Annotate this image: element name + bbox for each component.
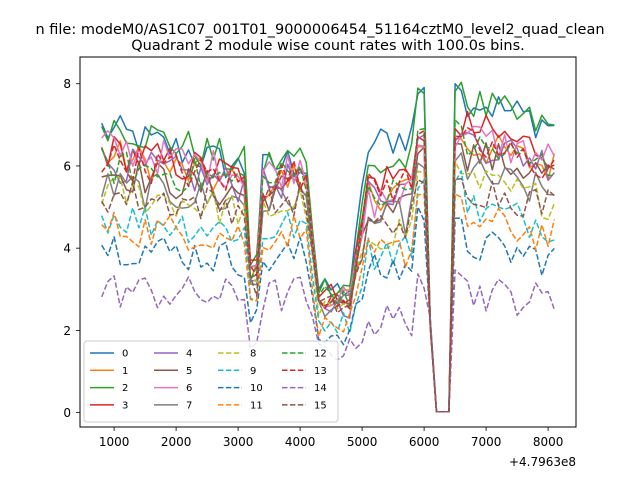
x-tick-label: 7000 [471,435,502,449]
legend-box [83,340,339,423]
y-tick-label: 0 [63,406,71,420]
series-line-13 [101,127,555,413]
legend-label-9: 9 [250,366,256,377]
series-line-8 [100,160,555,413]
legend-label-13: 13 [314,366,327,377]
y-tick-label: 2 [63,324,71,338]
legend-label-10: 10 [250,383,263,394]
series-line-14 [101,269,556,413]
series-line-10 [101,206,555,413]
x-tick-label: 4000 [285,435,316,449]
series-line-0 [101,83,555,413]
series-line-6 [101,125,555,413]
legend-label-11: 11 [250,400,263,411]
legend-label-3: 3 [122,400,128,411]
legend-label-14: 14 [314,383,327,394]
legend-label-0: 0 [122,349,128,360]
axis-ticks: 1000 2000 3000 4000 5000 6000 7000 8000 0 2 4 6 8 [63,77,563,449]
series-lines [100,81,556,413]
legend-label-5: 5 [186,366,192,377]
series-line-11 [101,193,556,413]
figure-suptitle: n file: modeM0/AS1C07_001T01_9000006454_… [35,22,604,38]
x-tick-label: 5000 [347,435,378,449]
series-line-3 [100,110,555,413]
legend-label-12: 12 [314,349,327,360]
series-line-15 [101,177,555,413]
y-tick-label: 8 [63,77,71,91]
x-tick-label: 1000 [99,435,130,449]
legend-label-2: 2 [122,383,128,394]
legend-label-6: 6 [186,383,192,394]
legend-label-15: 15 [314,400,327,411]
x-tick-label: 6000 [409,435,440,449]
chart-title: Quadrant 2 module wise count rates with … [131,38,525,54]
x-offset-label: +4.7963e8 [509,455,576,469]
y-tick-label: 6 [63,159,71,173]
x-tick-label: 3000 [223,435,254,449]
y-tick-label: 4 [63,242,71,256]
legend-label-8: 8 [250,349,256,360]
legend-label-4: 4 [186,349,192,360]
legend-label-7: 7 [186,400,192,411]
series-line-7 [100,152,555,413]
legend-label-1: 1 [122,366,128,377]
series-line-9 [100,170,555,413]
axes-frame [79,56,577,428]
x-tick-label: 8000 [533,435,564,449]
x-tick-label: 2000 [161,435,192,449]
series-line-12 [101,119,555,413]
